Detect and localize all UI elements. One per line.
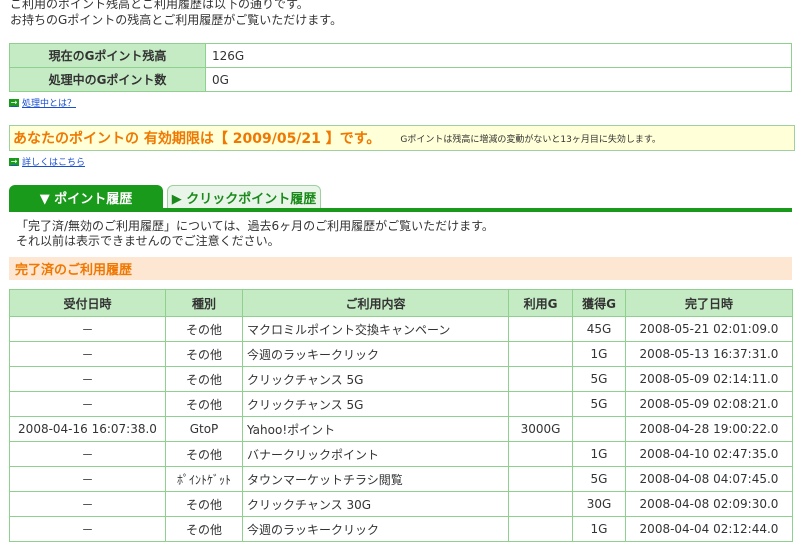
table-cell [572,416,626,442]
table-cell: 2008-05-13 16:37:31.0 [625,341,793,367]
notice-text: 「完了済/無効のご利用履歴」については、過去6ヶ月のご利用履歴がご覧いただけます… [16,219,494,249]
table-cell: その他 [165,441,243,467]
section-title: 完了済のご利用履歴 [9,257,792,280]
table-cell: 今週のラッキークリック [242,516,509,542]
balance-row: 現在のGポイント残高 126G [9,43,792,68]
intro-text: ご利用のポイント残高とご利用履歴は以下の通りです。 お持ちのGポイントの残高とご… [10,0,342,28]
table-cell: 1G [572,441,626,467]
table-row: －ﾎﾟｲﾝﾄｹﾞｯﾄ タウンマーケットチラシ閲覧 5G 2008-04-08 04:0… [9,466,793,492]
table-row: －その他 クリックチャンス 5G 5G 2008-05-09 02:08:21.0 [9,391,793,417]
table-cell: 2008-04-04 02:12:44.0 [625,516,793,542]
table-cell: 5G [572,466,626,492]
table-cell: 2008-04-28 19:00:22.0 [625,416,793,442]
table-cell: 2008-04-10 02:47:35.0 [625,441,793,467]
tab-click-point-history[interactable]: ▶ クリックポイント履歴 [167,185,321,209]
table-cell: その他 [165,491,243,517]
link-text: 処理中とは？ [22,99,77,109]
table-cell: 30G [572,491,626,517]
table-cell: － [9,341,166,367]
table-cell: GtoP [165,416,243,442]
column-header: 獲得G [572,289,626,317]
expiry-text: あなたのポイントの 有効期限は【 2009/05/21 】です。 [13,131,381,147]
table-row: －その他 バナークリックポイント 1G 2008-04-10 02:47:35.0 [9,441,793,467]
intro-line: ご利用のポイント残高とご利用履歴は以下の通りです。 [10,0,309,11]
table-cell: その他 [165,316,243,342]
table-cell [508,441,573,467]
table-cell: Yahoo!ポイント [242,416,509,442]
balance-table: 現在のGポイント残高 126G 処理中のGポイント数 0G [9,43,792,92]
expiry-note: Gポイントは残高に増減の変動がないと13ヶ月目に失効します。 [400,134,661,145]
table-row: 2008-04-16 16:07:38.0 GtoP Yahoo!ポイント 3000G… [9,416,793,442]
tab-divider [9,208,792,212]
table-cell: 2008-04-08 02:09:30.0 [625,491,793,517]
balance-label: 現在のGポイント残高 [9,43,206,68]
table-cell: － [9,366,166,392]
table-cell: 2008-05-09 02:08:21.0 [625,391,793,417]
table-cell: その他 [165,366,243,392]
table-cell: － [9,391,166,417]
intro-line: お持ちのGポイントの残高とご利用履歴がご覧いただけます。 [10,13,343,27]
table-cell [508,391,573,417]
table-cell: 2008-05-21 02:01:09.0 [625,316,793,342]
table-row: －その他 マクロミルポイント交換キャンペーン 45G 2008-05-21 02:01… [9,316,793,342]
history-table: 受付日時 種別 ご利用内容 利用G 獲得G 完了日時 －その他 マクロミルポイント交換キャン… [9,289,793,542]
table-cell: － [9,491,166,517]
table-cell: その他 [165,341,243,367]
table-row: －その他 クリックチャンス 30G 30G 2008-04-08 02:09:30.0 [9,491,793,517]
details-link[interactable]: → 詳しくはこちら [9,155,85,168]
header-row: 受付日時 種別 ご利用内容 利用G 獲得G 完了日時 [9,289,793,317]
table-cell: タウンマーケットチラシ閲覧 [242,466,509,492]
table-cell: － [9,316,166,342]
column-header: ご利用内容 [242,289,509,317]
table-cell: 今週のラッキークリック [242,341,509,367]
table-cell [508,516,573,542]
table-cell [508,366,573,392]
table-cell: － [9,516,166,542]
table-cell: その他 [165,391,243,417]
table-cell: バナークリックポイント [242,441,509,467]
table-cell: 1G [572,341,626,367]
table-cell: クリックチャンス 30G [242,491,509,517]
table-cell: － [9,441,166,467]
notice-line: 「完了済/無効のご利用履歴」については、過去6ヶ月のご利用履歴がご覧いただけます… [16,219,494,233]
table-cell: 3000G [508,416,573,442]
processing-label: 処理中のGポイント数 [9,67,206,92]
table-cell [508,316,573,342]
table-cell: 5G [572,391,626,417]
balance-value: 126G [205,43,792,68]
link-text: 詳しくはこちら [22,158,86,168]
table-cell: 2008-04-16 16:07:38.0 [9,416,166,442]
table-cell: 2008-05-09 02:14:11.0 [625,366,793,392]
arrow-icon: → [9,97,19,107]
arrow-icon: → [9,156,19,166]
processing-help-link[interactable]: → 処理中とは？ [9,96,76,109]
table-cell: クリックチャンス 5G [242,391,509,417]
table-cell [508,466,573,492]
notice-line: それ以前は表示できませんのでご注意ください。 [16,234,280,248]
table-cell: － [9,466,166,492]
table-cell: ﾎﾟｲﾝﾄｹﾞｯﾄ [165,466,243,492]
table-cell: 1G [572,516,626,542]
table-cell [508,341,573,367]
table-cell: その他 [165,516,243,542]
table-cell: 5G [572,366,626,392]
table-cell: 45G [572,316,626,342]
column-header: 受付日時 [9,289,166,317]
tab-point-history[interactable]: ▼ ポイント履歴 [9,185,163,209]
table-cell: マクロミルポイント交換キャンペーン [242,316,509,342]
processing-row: 処理中のGポイント数 0G [9,67,792,92]
column-header: 完了日時 [625,289,793,317]
table-cell [508,491,573,517]
table-cell: 2008-04-08 04:07:45.0 [625,466,793,492]
table-row: －その他 クリックチャンス 5G 5G 2008-05-09 02:14:11.0 [9,366,793,392]
table-row: －その他 今週のラッキークリック 1G 2008-05-13 16:37:31.0 [9,341,793,367]
column-header: 利用G [508,289,573,317]
column-header: 種別 [165,289,243,317]
table-cell: クリックチャンス 5G [242,366,509,392]
table-row: －その他 今週のラッキークリック 1G 2008-04-04 02:12:44.0 [9,516,793,542]
processing-value: 0G [205,67,792,92]
expiry-box: あなたのポイントの 有効期限は【 2009/05/21 】です。 Gポイントは残… [9,125,795,151]
